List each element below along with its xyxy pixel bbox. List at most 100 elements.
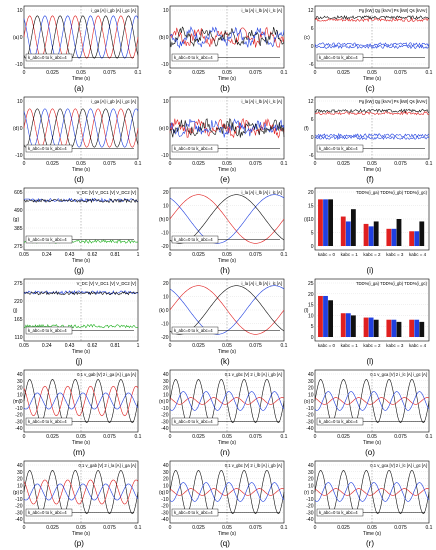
x-tick-label: 0 [23,161,26,167]
y-tick-label: -30 [15,419,22,425]
x-tick-label: 0.025 [337,434,350,440]
x-tick-label: 0.025 [46,70,59,76]
y-tick-label: 10 [17,99,23,105]
y-tick-label: 110 [15,335,23,341]
x-tick-label: 0.025 [337,70,350,76]
y-tick-label: -40 [161,426,168,432]
y-tick-label: -10 [15,153,22,159]
annotation-label: k_abc=0 to k_abc=4 [319,146,358,151]
panel-caption: (i) [366,266,373,275]
x-axis-label: Time (s) [218,258,236,264]
panel-caption: (l) [366,357,373,366]
y-tick-label: -6 [309,153,314,159]
x-axis-label: Time (s) [218,531,236,537]
y-tick-label: 25 [308,281,314,287]
y-axis-label: (f) [304,126,309,132]
series-line [23,108,139,148]
y-tick-label: 385 [14,226,23,232]
y-tick-label: 0 [166,308,169,314]
panel-caption: (k) [220,357,230,366]
x-tick-label: 0.1 [426,161,433,167]
y-tick-label: 40 [308,372,314,378]
y-tick-label: 12 [308,8,314,14]
y-tick-label: 220 [14,299,23,305]
y-tick-label: 275 [14,281,23,287]
x-tick-label: 0.025 [192,70,205,76]
x-tick-label: 0.05 [19,343,29,349]
annotation-label: k_abc=0 to k_abc=4 [174,419,213,424]
x-tick-label: 0.075 [103,70,116,76]
y-tick-label: 0 [311,335,314,341]
x-tick-label: 0.05 [222,343,232,349]
y-axis-label: (p) [13,490,19,496]
annotation-label: k_abc=0 to k_abc=4 [28,419,67,424]
x-tick-label: 0.1 [135,70,142,76]
y-tick-label: -10 [306,406,313,412]
y-tick-label: 30 [163,379,169,385]
x-tick-label: 0.025 [192,434,205,440]
bar [363,223,369,246]
x-axis-label: Time (s) [72,440,90,446]
bar [363,317,369,337]
y-tick-label: 15 [308,303,314,309]
x-tick-label: kabc = 1 [341,252,359,257]
x-tick-label: 0.05 [19,252,29,258]
x-tick-label: 0 [23,434,26,440]
y-tick-label: 10 [17,392,23,398]
x-tick-label: 0.1 [426,434,433,440]
x-tick-label: 0.05 [367,70,377,76]
y-tick-label: 20 [308,190,314,196]
y-tick-label: 10 [308,217,314,223]
y-tick-label: 0 [166,399,169,405]
y-axis-label: (c) [304,35,310,41]
y-tick-label: 40 [163,372,169,378]
y-axis-label: (o) [304,399,310,405]
bar [391,228,397,246]
x-tick-label: 0.075 [394,70,407,76]
x-tick-label: 0.1 [281,252,288,258]
y-tick-label: -6 [309,62,314,68]
y-tick-label: 6 [311,117,314,123]
bar [414,319,420,337]
x-tick-label: 0 [314,525,317,531]
x-tick-label: kabc = 0 [318,343,336,348]
y-tick-label: 0 [166,490,169,496]
x-tick-label: 0.43 [65,343,75,349]
annotation-label: k_abc=0 to k_abc=4 [319,419,358,424]
x-tick-label: 0 [169,525,172,531]
y-tick-label: -10 [161,406,168,412]
x-tick-label: 0.05 [222,525,232,531]
y-tick-label: 20 [163,386,169,392]
panel-i: 20 15 10 5 0 (i) TDD%(i_ga) TDD%(i_gb) TDD%(i_… [304,187,430,275]
y-tick-label: 0 [20,490,23,496]
y-tick-label: 10 [163,483,169,489]
y-tick-label: 12 [308,99,314,105]
y-tick-label: 0 [166,217,169,223]
bar [323,295,328,337]
x-tick-label: 0.075 [394,161,407,167]
x-tick-label: 0.05 [76,161,86,167]
x-tick-label: 0.1 [426,525,433,531]
x-tick-label: 0.025 [192,161,205,167]
x-tick-label: 0 [169,161,172,167]
bar [414,231,420,246]
y-tick-label: 0 [311,44,314,50]
legend: TDD%(i_ga) TDD%(i_gb) TDD%(i_gc) [356,281,428,286]
annotation-label: k_abc=0 to k_abc=4 [174,328,213,333]
bar [350,209,356,246]
x-tick-label: 0 [314,434,317,440]
legend: 0.1 v_gca [V] 2 i_lc [A] i_gc [A] [370,372,427,377]
x-tick-label: 0.075 [249,252,262,258]
panel-caption: (m) [73,448,85,457]
y-axis-label: (m) [13,399,21,405]
legend: 0.1 v_gab [V] 2 i_la [A] i_ga [A] [79,463,137,468]
y-tick-label: 0 [166,35,169,41]
series-line [23,290,139,295]
y-tick-label: 0 [311,490,314,496]
bar [368,226,374,246]
y-tick-label: -40 [161,517,168,523]
y-tick-label: 20 [308,292,314,298]
y-tick-label: 0 [311,399,314,405]
panel-caption: (f) [366,175,374,184]
